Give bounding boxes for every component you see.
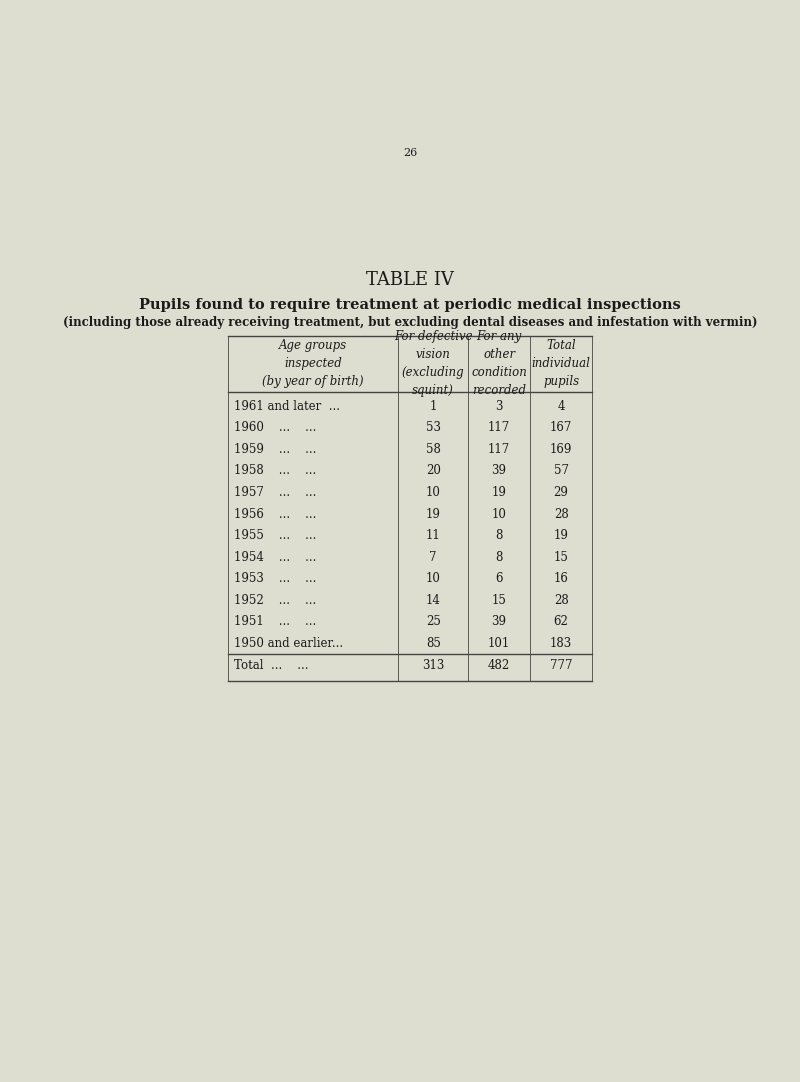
Text: 53: 53: [426, 421, 441, 434]
Text: 39: 39: [492, 464, 506, 477]
Text: 8: 8: [495, 529, 503, 542]
Text: 777: 777: [550, 659, 572, 672]
Text: For defective
vision
(excluding
squint): For defective vision (excluding squint): [394, 330, 473, 397]
Text: 19: 19: [492, 486, 506, 499]
Text: 1954    ...    ...: 1954 ... ...: [234, 551, 317, 564]
Text: 1955    ...    ...: 1955 ... ...: [234, 529, 317, 542]
Text: 1950 and earlier...: 1950 and earlier...: [234, 637, 343, 650]
Text: Age groups
inspected
(by year of birth): Age groups inspected (by year of birth): [262, 340, 364, 388]
Text: 15: 15: [492, 594, 506, 607]
Text: 39: 39: [492, 616, 506, 629]
Text: 313: 313: [422, 659, 445, 672]
Text: For any
other
condition
recorded: For any other condition recorded: [471, 330, 527, 397]
Text: 10: 10: [426, 486, 441, 499]
Text: 62: 62: [554, 616, 569, 629]
Text: 1959    ...    ...: 1959 ... ...: [234, 443, 317, 456]
Text: Pupils found to require treatment at periodic medical inspections: Pupils found to require treatment at per…: [139, 299, 681, 313]
Text: 3: 3: [495, 399, 503, 412]
Text: 10: 10: [492, 507, 506, 520]
Text: 28: 28: [554, 594, 569, 607]
Text: 28: 28: [554, 507, 569, 520]
Text: 20: 20: [426, 464, 441, 477]
Text: 482: 482: [488, 659, 510, 672]
Text: TABLE IV: TABLE IV: [366, 270, 454, 289]
Text: 1951    ...    ...: 1951 ... ...: [234, 616, 316, 629]
Text: 10: 10: [426, 572, 441, 585]
Text: 1961 and later  ...: 1961 and later ...: [234, 399, 340, 412]
Text: 169: 169: [550, 443, 572, 456]
Text: 1958    ...    ...: 1958 ... ...: [234, 464, 316, 477]
Text: 25: 25: [426, 616, 441, 629]
Text: 101: 101: [488, 637, 510, 650]
Text: Total
individual
pupils: Total individual pupils: [532, 340, 590, 388]
Text: 6: 6: [495, 572, 503, 585]
Text: 58: 58: [426, 443, 441, 456]
Text: 19: 19: [426, 507, 441, 520]
Text: 29: 29: [554, 486, 569, 499]
Text: 14: 14: [426, 594, 441, 607]
Text: 183: 183: [550, 637, 572, 650]
Text: 1953    ...    ...: 1953 ... ...: [234, 572, 317, 585]
Text: 117: 117: [488, 443, 510, 456]
Text: 11: 11: [426, 529, 441, 542]
Text: 16: 16: [554, 572, 569, 585]
Text: 85: 85: [426, 637, 441, 650]
Text: 57: 57: [554, 464, 569, 477]
Text: Total  ...    ...: Total ... ...: [234, 659, 309, 672]
Text: 26: 26: [403, 148, 417, 158]
Text: 1: 1: [430, 399, 437, 412]
Text: 19: 19: [554, 529, 569, 542]
Text: 1952    ...    ...: 1952 ... ...: [234, 594, 316, 607]
Text: 117: 117: [488, 421, 510, 434]
Text: 1956    ...    ...: 1956 ... ...: [234, 507, 317, 520]
Text: 1960    ...    ...: 1960 ... ...: [234, 421, 317, 434]
Text: 167: 167: [550, 421, 572, 434]
Text: 4: 4: [558, 399, 565, 412]
Text: 1957    ...    ...: 1957 ... ...: [234, 486, 317, 499]
Text: 8: 8: [495, 551, 503, 564]
Text: 7: 7: [430, 551, 437, 564]
Text: (including those already receiving treatment, but excluding dental diseases and : (including those already receiving treat…: [62, 316, 758, 329]
Text: 15: 15: [554, 551, 569, 564]
